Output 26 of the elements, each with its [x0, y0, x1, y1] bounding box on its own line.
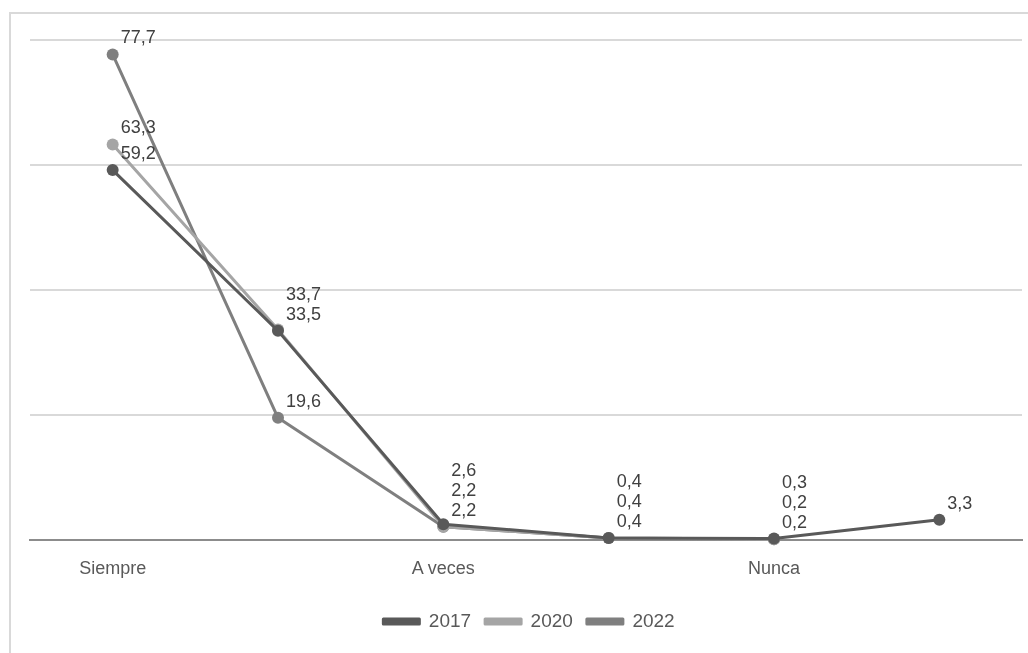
data-label: 33,5 — [286, 303, 322, 324]
point — [106, 164, 119, 177]
data-label: 0,4 — [616, 470, 642, 491]
x-tick-label: A veces — [411, 558, 475, 579]
x-tick-label: Nunca — [747, 558, 801, 579]
data-label: 2,2 — [451, 479, 477, 500]
data-label: 59,2 — [120, 143, 156, 164]
data-label: 77,7 — [120, 27, 156, 48]
point — [933, 513, 946, 526]
data-label: 0,3 — [782, 472, 808, 493]
data-label: 19,6 — [286, 390, 322, 411]
data-label: 0,2 — [782, 512, 808, 533]
legend-label: 2022 — [632, 609, 675, 631]
legend-label: 2017 — [428, 609, 472, 631]
data-label: 0,4 — [616, 510, 642, 531]
point — [106, 48, 119, 61]
data-label: 2,6 — [451, 459, 477, 480]
x-tick-label: Siempre — [79, 558, 147, 579]
point — [272, 411, 284, 424]
data-label: 0,2 — [782, 492, 808, 513]
data-label: 3,3 — [947, 492, 973, 513]
data-label: 33,7 — [286, 283, 322, 304]
data-label: 2,2 — [451, 499, 477, 520]
data-label: 0,4 — [616, 490, 642, 511]
legend-label: 2020 — [530, 609, 573, 631]
point — [106, 138, 119, 151]
